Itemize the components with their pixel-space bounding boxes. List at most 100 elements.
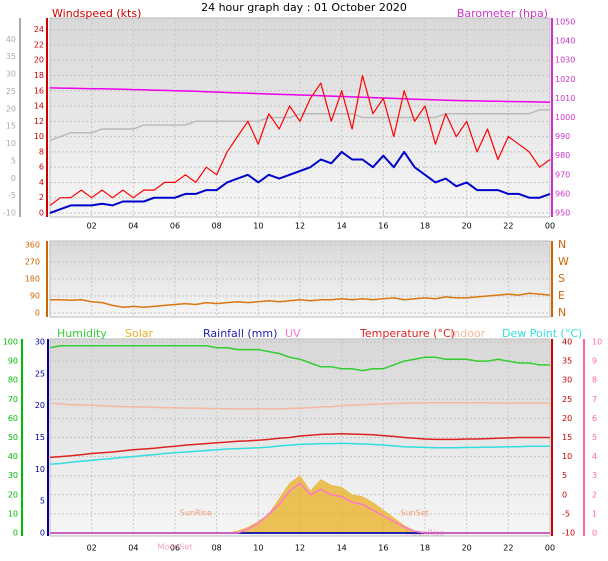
y-tick-label: 0 — [40, 529, 45, 538]
y-tick-label: 30 — [35, 338, 45, 347]
y-tick-label: 25 — [35, 369, 45, 378]
y-tick-label: 360 — [25, 241, 40, 250]
y-tick-label: 5 — [592, 433, 597, 442]
y-tick-label: 25 — [6, 87, 16, 96]
y-tick-label: 9 — [592, 357, 597, 366]
y-tick-label: 0 — [592, 529, 597, 538]
y-tick-label: 10 — [8, 509, 18, 518]
x-tick-label: 02 — [87, 544, 97, 553]
x-tick-label: 16 — [378, 544, 388, 553]
y-tick-label: 20 — [8, 490, 18, 499]
y-tick-label: 3 — [592, 471, 597, 480]
annotation: MoonSet — [158, 543, 193, 552]
y-tick-label: E — [558, 289, 565, 302]
y-tick-label: 40 — [562, 338, 572, 347]
y-tick-label: 90 — [30, 292, 40, 301]
y-tick-label: 5 — [11, 156, 16, 165]
y-tick-label: 1000 — [555, 113, 575, 122]
x-tick-label: 12 — [295, 222, 305, 231]
y-tick-label: 6 — [592, 414, 597, 423]
y-tick-label: 7 — [592, 395, 597, 404]
legend-entry: Humidity — [57, 327, 107, 340]
y-tick-label: 1 — [592, 509, 597, 518]
y-tick-label: 10 — [34, 132, 44, 141]
y-tick-label: 15 — [6, 122, 16, 131]
axis-label: Barometer (hpa) — [457, 7, 548, 20]
y-tick-label: 90 — [8, 357, 18, 366]
y-tick-label: 30 — [8, 471, 18, 480]
y-tick-label: 4 — [592, 452, 597, 461]
y-tick-label: 20 — [6, 104, 16, 113]
y-tick-label: S — [558, 272, 565, 285]
line — [49, 345, 550, 372]
legend-entry: UV — [285, 327, 301, 340]
x-tick-label: 20 — [462, 222, 472, 231]
y-tick-label: 100 — [3, 338, 18, 347]
line — [49, 432, 550, 459]
chart-title: 24 hour graph day : 01 October 2020 — [201, 1, 407, 14]
y-tick-label: 18 — [34, 71, 44, 80]
y-tick-label: 30 — [6, 70, 16, 79]
y-tick-label: 10 — [592, 338, 602, 347]
y-tick-label: 0 — [39, 209, 44, 218]
y-tick-label: 16 — [34, 86, 44, 95]
x-tick-label: 14 — [337, 222, 347, 231]
y-tick-label: 4 — [39, 178, 44, 187]
y-tick-label: 0 — [13, 529, 18, 538]
y-tick-label: 24 — [34, 25, 44, 34]
y-tick-label: 270 — [25, 258, 40, 267]
y-tick-label: 0 — [562, 490, 567, 499]
y-tick-label: 1050 — [555, 18, 575, 27]
line — [49, 401, 550, 410]
axis-label: Windspeed (kts) — [52, 7, 141, 20]
y-tick-label: 70 — [8, 395, 18, 404]
y-tick-label: 1040 — [555, 37, 575, 46]
x-tick-label: 06 — [170, 544, 180, 553]
legend-entry: Dew Point (°C) — [502, 327, 582, 340]
x-tick-label: 10 — [253, 222, 263, 231]
y-tick-label: 20 — [35, 401, 45, 410]
annotation: SunRise — [180, 509, 212, 518]
x-tick-label: 04 — [128, 544, 138, 553]
legend-entry: Temperature (°C) — [359, 327, 455, 340]
x-tick-label: 08 — [212, 222, 222, 231]
x-tick-label: 04 — [128, 222, 138, 231]
legend-entry: Indoor — [450, 327, 486, 340]
y-tick-label: 8 — [39, 147, 44, 156]
x-tick-label: 00 — [545, 222, 555, 231]
x-tick-label: 18 — [420, 222, 430, 231]
line — [49, 442, 550, 465]
y-tick-label: 990 — [555, 132, 570, 141]
y-tick-label: 15 — [562, 433, 572, 442]
y-tick-label: 0 — [11, 174, 16, 183]
y-tick-label: 12 — [34, 117, 44, 126]
y-tick-label: 2 — [592, 490, 597, 499]
line — [49, 87, 551, 103]
line — [49, 150, 551, 214]
y-tick-label: 960 — [555, 189, 570, 198]
line — [50, 482, 550, 534]
y-tick-label: 5 — [562, 471, 567, 480]
y-tick-label: 35 — [6, 52, 16, 61]
y-tick-label: 1030 — [555, 56, 575, 65]
line — [49, 109, 550, 142]
x-tick-label: 22 — [503, 222, 513, 231]
y-tick-label: -5 — [8, 191, 16, 200]
y-tick-label: 1020 — [555, 75, 575, 84]
y-tick-label: N — [558, 306, 566, 319]
y-tick-label: 0 — [35, 309, 40, 318]
legend-entry: Solar — [125, 327, 154, 340]
x-tick-label: 12 — [295, 544, 305, 553]
x-tick-label: 06 — [170, 222, 180, 231]
x-tick-label: 18 — [420, 544, 430, 553]
y-tick-label: 2 — [39, 193, 44, 202]
x-tick-label: 10 — [253, 544, 263, 553]
y-tick-label: 180 — [25, 275, 40, 284]
y-tick-label: -5 — [562, 509, 570, 518]
y-tick-label: 40 — [8, 452, 18, 461]
y-tick-label: 40 — [6, 35, 16, 44]
y-tick-label: 6 — [39, 163, 44, 172]
y-tick-label: 970 — [555, 170, 570, 179]
y-tick-label: 60 — [8, 414, 18, 423]
